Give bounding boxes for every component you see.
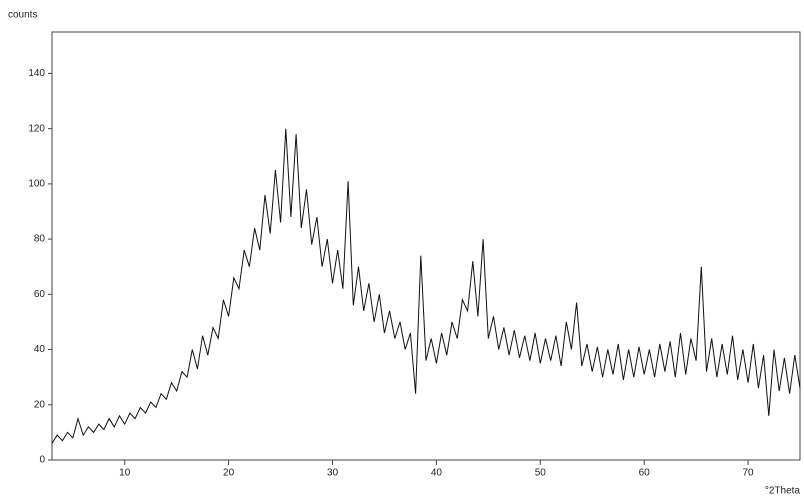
y-tick-label: 100 xyxy=(28,179,45,190)
x-tick-label: 30 xyxy=(327,468,339,479)
x-tick-label: 10 xyxy=(119,468,131,479)
x-axis-title: °2Theta xyxy=(765,486,801,497)
y-axis-title: counts xyxy=(8,10,37,21)
y-tick-label: 140 xyxy=(28,68,45,79)
x-tick-label: 70 xyxy=(742,468,754,479)
x-tick-label: 40 xyxy=(431,468,443,479)
y-tick-label: 40 xyxy=(34,344,46,355)
data-line xyxy=(51,128,801,444)
y-tick-label: 20 xyxy=(34,399,46,410)
plot-frame xyxy=(51,31,801,461)
y-tick-label: 60 xyxy=(34,289,46,300)
y-tick-label: 120 xyxy=(28,123,45,134)
y-tick-label: 80 xyxy=(34,234,46,245)
x-tick-label: 50 xyxy=(535,468,547,479)
y-tick-label: 0 xyxy=(39,455,45,466)
x-tick-label: 60 xyxy=(639,468,651,479)
x-tick-label: 20 xyxy=(223,468,235,479)
